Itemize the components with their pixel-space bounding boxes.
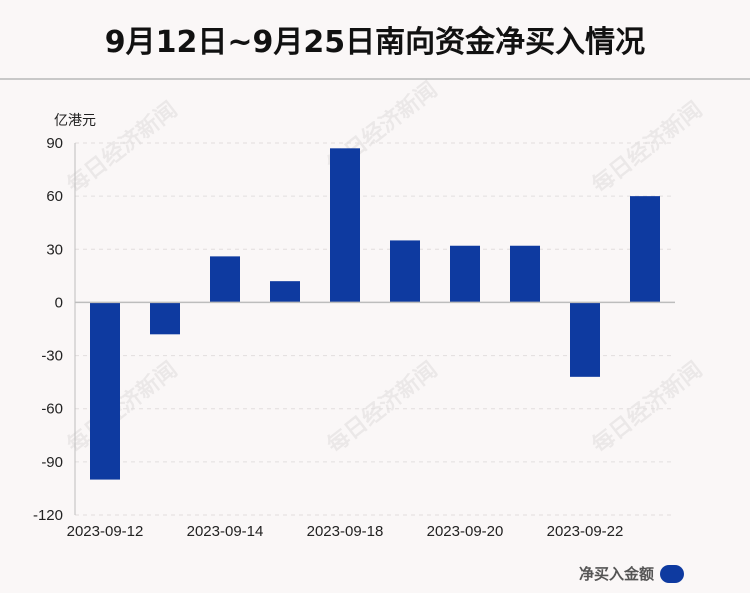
- y-tick-label: -30: [41, 348, 63, 365]
- y-tick-label: 60: [46, 188, 63, 205]
- bar-2023-09-15: [270, 281, 300, 303]
- bar-2023-09-22: [570, 302, 600, 377]
- legend-label: 净买入金额: [578, 565, 654, 583]
- bar-2023-09-21: [510, 245, 540, 303]
- y-tick-label: 0: [55, 294, 63, 311]
- bar-2023-09-19: [390, 240, 420, 303]
- x-tick-label: 2023-09-22: [547, 523, 624, 540]
- y-tick-label: 90: [46, 135, 63, 152]
- x-tick-label: 2023-09-12: [67, 523, 144, 540]
- chart-title: 9月12日~9月25日南向资金净买入情况: [0, 0, 750, 80]
- legend-swatch: [660, 564, 684, 583]
- y-tick-label: -60: [41, 401, 63, 418]
- bar-2023-09-20: [450, 245, 480, 303]
- bar-2023-09-18: [330, 148, 360, 303]
- y-tick-label: -90: [41, 454, 63, 471]
- y-tick-label: -120: [33, 507, 63, 524]
- x-tick-label: 2023-09-14: [187, 523, 264, 540]
- x-tick-label: 2023-09-18: [307, 523, 384, 540]
- bar-2023-09-12: [90, 302, 120, 480]
- y-axis-label: 亿港元: [54, 113, 96, 129]
- bar-2023-09-13: [150, 302, 180, 335]
- y-tick-label: 30: [46, 241, 63, 258]
- bar-2023-09-25: [630, 196, 660, 303]
- x-tick-label: 2023-09-20: [427, 523, 504, 540]
- bar-2023-09-14: [210, 256, 240, 303]
- legend: 净买入金额: [579, 563, 684, 584]
